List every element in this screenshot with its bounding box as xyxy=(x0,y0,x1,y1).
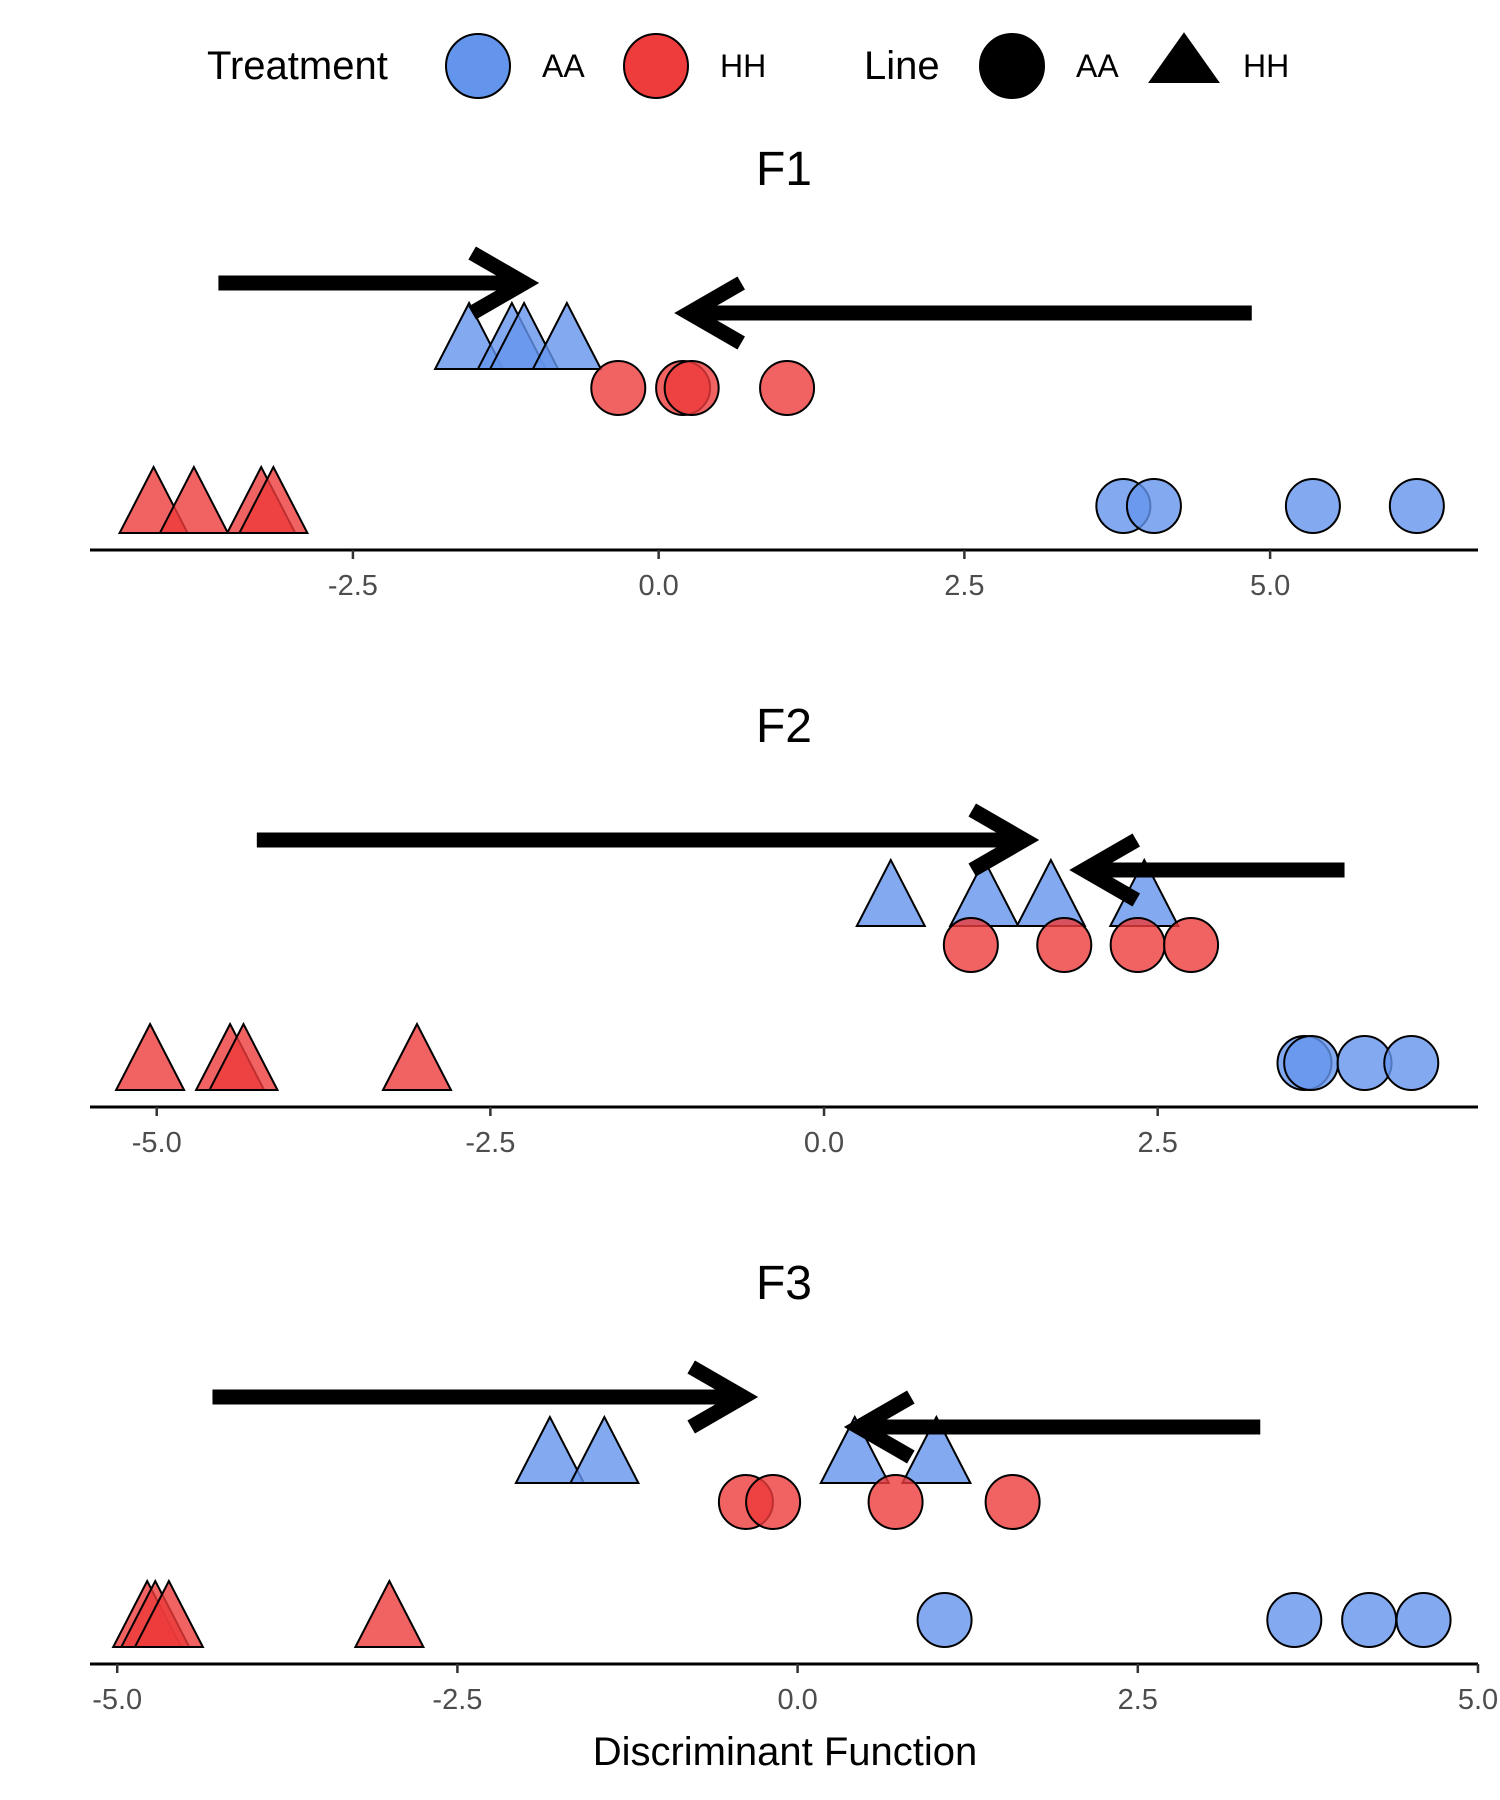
point-f1-trt-aa-line-aa xyxy=(1125,478,1182,534)
point-f2-trt-hh-line-aa xyxy=(1036,917,1093,973)
point-f3-trt-aa-line-aa xyxy=(1341,1592,1398,1648)
x-tick-label-f3: -5.0 xyxy=(92,1684,142,1716)
x-tick-label-f3: -2.5 xyxy=(432,1684,482,1716)
legend-line-title: Line xyxy=(864,44,940,88)
x-tick-label-f1: 0.0 xyxy=(638,570,678,602)
legend-line-aa-key xyxy=(979,33,1045,99)
x-tick-label-f1: 5.0 xyxy=(1250,570,1290,602)
x-tick-label-f3: 2.5 xyxy=(1118,1684,1158,1716)
x-tick-label-f2: -5.0 xyxy=(132,1127,182,1159)
point-f2-trt-hh-line-hh xyxy=(114,1021,186,1091)
arrow-f3-upper xyxy=(212,1360,759,1434)
panels: F1 -2.5 0.0 2.5 5.0 F2 -5.0 -2.5 0.0 2.5 F3 -5.0 -2.… xyxy=(90,143,1498,1716)
point-f1-trt-aa-line-aa xyxy=(1388,478,1445,534)
arrow-f1-lower xyxy=(674,276,1252,350)
x-tick-label-f2: 2.5 xyxy=(1138,1127,1178,1159)
point-f2-trt-hh-line-aa xyxy=(1163,917,1220,973)
point-f3-trt-hh-line-hh xyxy=(133,1578,205,1648)
point-f2-trt-hh-line-hh xyxy=(381,1021,453,1091)
point-f3-trt-hh-line-aa xyxy=(745,1474,802,1530)
point-f3-trt-hh-line-hh xyxy=(353,1578,426,1648)
legend-treatment-title: Treatment xyxy=(207,44,388,88)
point-f1-trt-hh-line-aa xyxy=(663,360,720,416)
point-f3-trt-aa-line-aa xyxy=(916,1592,973,1648)
point-f1-trt-hh-line-aa xyxy=(590,360,647,416)
arrow-f3-lower xyxy=(843,1390,1261,1464)
point-f3-trt-hh-line-aa xyxy=(984,1474,1041,1530)
legend-treatment-hh-key xyxy=(623,33,689,99)
point-f2-trt-aa-line-aa xyxy=(1383,1035,1440,1091)
point-f2-trt-hh-line-aa xyxy=(1109,917,1166,973)
point-f2-trt-hh-line-aa xyxy=(942,917,999,973)
point-f2-trt-aa-line-hh xyxy=(855,857,927,927)
legend: Treatment AA HH Line AA HH xyxy=(207,32,1289,99)
point-f1-trt-aa-line-aa xyxy=(1284,478,1341,534)
panel-f3: F3 -5.0 -2.5 0.0 2.5 5.0 xyxy=(90,1257,1498,1716)
x-tick-label-f2: 0.0 xyxy=(804,1127,844,1159)
legend-treatment-hh-label: HH xyxy=(720,48,766,84)
arrow-f1-upper xyxy=(218,246,540,320)
point-f2-trt-hh-line-hh xyxy=(207,1021,280,1091)
point-f3-trt-aa-line-hh xyxy=(900,1414,973,1484)
x-tick-label-f1: 2.5 xyxy=(944,570,984,602)
legend-treatment-aa-key xyxy=(445,33,511,99)
point-f3-trt-aa-line-aa xyxy=(1266,1592,1323,1648)
legend-line-hh-key xyxy=(1148,32,1220,83)
point-f2-trt-aa-line-aa xyxy=(1283,1035,1340,1091)
x-tick-label-f1: -2.5 xyxy=(328,570,378,602)
arrow-f2-upper xyxy=(256,803,1040,877)
point-f1-trt-hh-line-aa xyxy=(759,360,816,416)
point-f1-trt-aa-line-hh xyxy=(531,300,603,370)
x-tick-label-f3: 0.0 xyxy=(777,1684,817,1716)
point-f3-trt-aa-line-hh xyxy=(819,1414,891,1484)
point-f3-trt-aa-line-hh xyxy=(514,1414,586,1484)
arrow-f2-lower xyxy=(1069,833,1345,907)
point-f3-trt-aa-line-hh xyxy=(568,1414,641,1484)
panel-f1-title: F1 xyxy=(756,143,812,196)
panel-f3-title: F3 xyxy=(756,1257,812,1310)
legend-line-aa-label: AA xyxy=(1076,48,1119,84)
legend-line-hh-label: HH xyxy=(1243,48,1289,84)
point-f3-trt-aa-line-aa xyxy=(1395,1592,1452,1648)
x-axis-label: Discriminant Function xyxy=(593,1730,978,1774)
panel-f2: F2 -5.0 -2.5 0.0 2.5 xyxy=(90,700,1478,1159)
point-f1-trt-hh-line-hh xyxy=(237,464,310,534)
point-f1-trt-hh-line-hh xyxy=(158,464,230,534)
legend-treatment-aa-label: AA xyxy=(542,48,585,84)
panel-f1: F1 -2.5 0.0 2.5 5.0 xyxy=(90,143,1478,602)
point-f3-trt-hh-line-aa xyxy=(867,1474,924,1530)
x-tick-label-f2: -2.5 xyxy=(465,1127,515,1159)
panel-f2-title: F2 xyxy=(756,700,812,753)
x-tick-label-f3: 5.0 xyxy=(1458,1684,1498,1716)
